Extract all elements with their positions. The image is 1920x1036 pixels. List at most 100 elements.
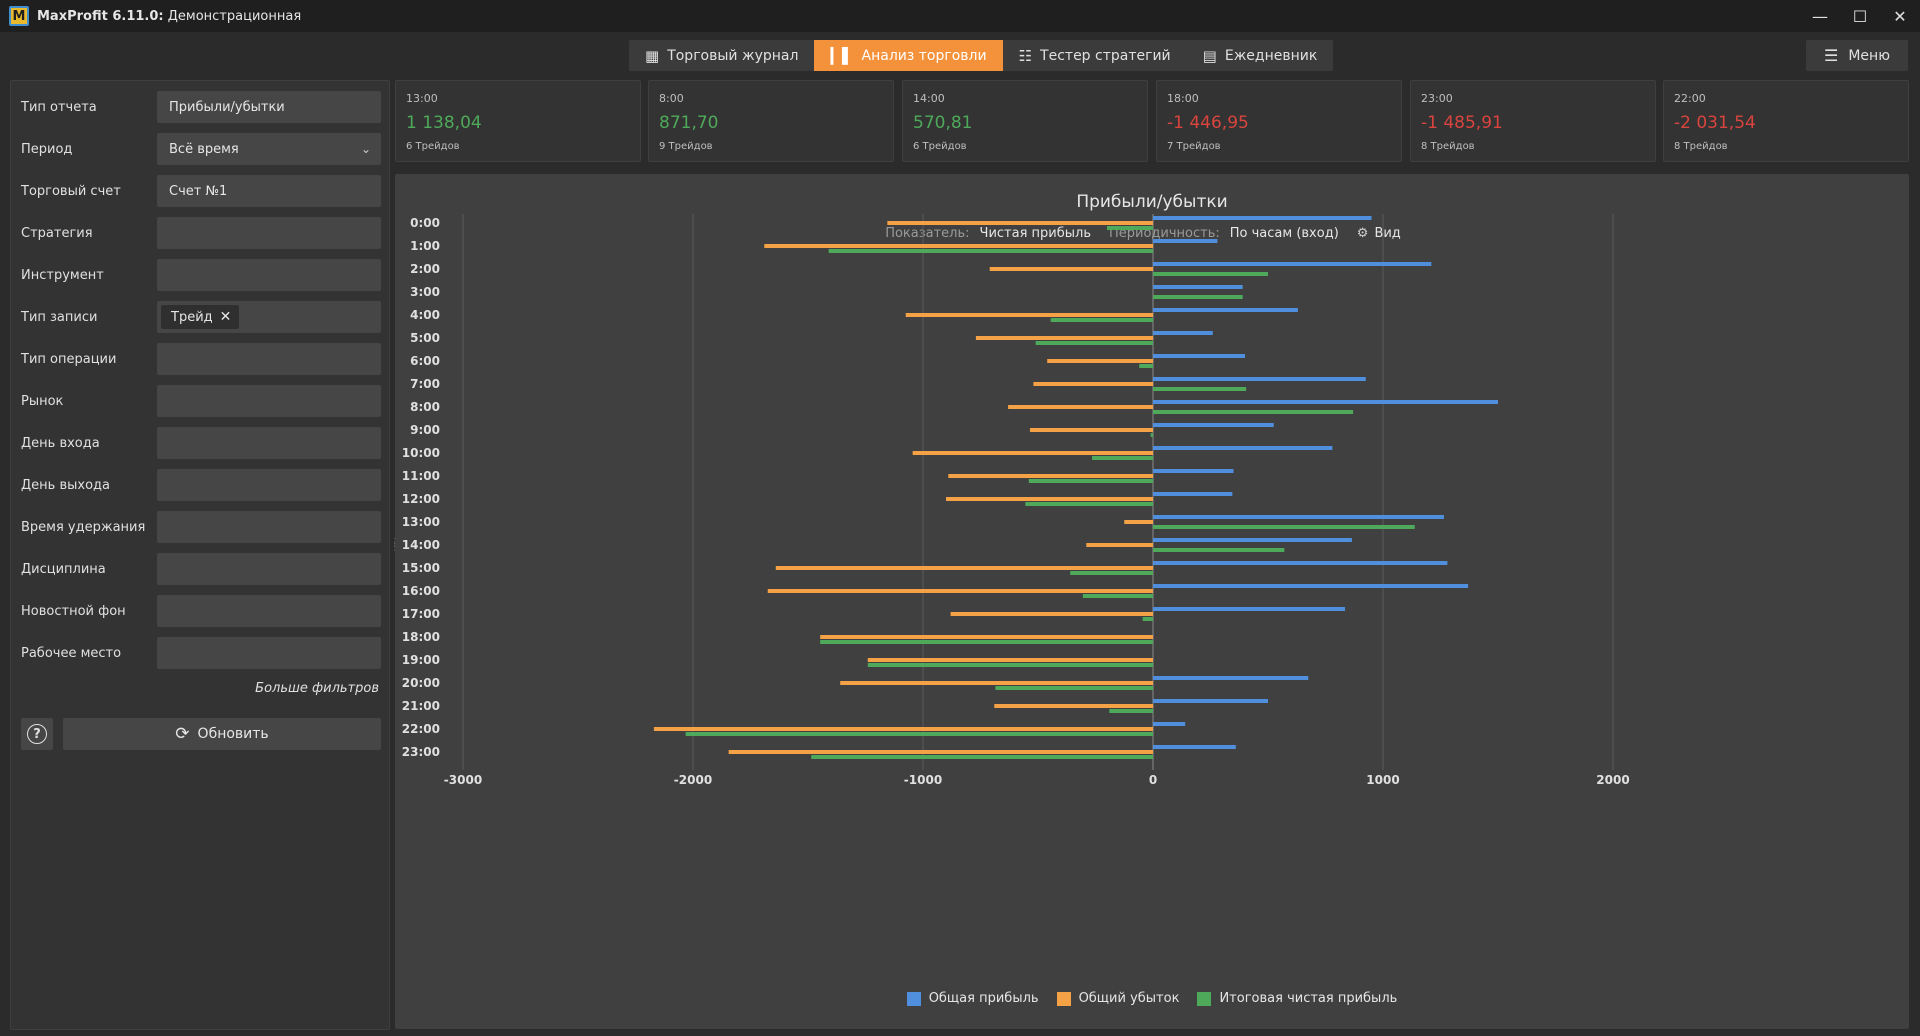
bar [1153,525,1415,529]
period-select[interactable]: Всё время ⌄ [157,133,381,165]
y-tick-label: 16:00 [402,584,440,598]
record-type-field[interactable]: Трейд ✕ [157,301,381,333]
refresh-button[interactable]: ⟳ Обновить [63,718,381,750]
discipline-field[interactable] [157,553,381,585]
bar [1124,520,1153,524]
tab-trading-journal[interactable]: ▦ Торговый журнал [629,40,814,71]
y-tick-label: 8:00 [410,400,440,414]
stat-card: 18:00 -1 446,95 7 Трейдов [1156,80,1402,162]
y-tick-label: 4:00 [410,308,440,322]
bar [975,336,1153,340]
bar [887,221,1153,225]
bar [1150,433,1153,437]
legend-item[interactable]: Общий убыток [1056,991,1179,1006]
filter-operation-type: Тип операции [11,343,391,375]
x-tick-label: -3000 [444,773,482,787]
bar [867,663,1153,667]
chip-remove-icon[interactable]: ✕ [219,309,232,325]
more-filters-link[interactable]: Больше фильтров [255,681,379,696]
bar [1153,354,1245,358]
card-value: -1 446,95 [1167,113,1249,133]
chart-legend: Общая прибыль Общий убыток Итоговая чист… [395,991,1909,1006]
bar [1153,584,1469,588]
app-name: MaxProfit 6.11.0: [37,8,164,24]
filter-label: Рынок [21,393,64,409]
refresh-icon: ⟳ [175,724,190,744]
close-icon[interactable]: ✕ [1893,6,1907,26]
bar [994,704,1153,708]
y-tick-label: 18:00 [402,630,440,644]
bar [1153,377,1366,381]
legend-item[interactable]: Общая прибыль [906,991,1039,1006]
bar [767,589,1153,593]
filter-label: Период [21,141,73,157]
y-tick-label: 2:00 [410,262,440,276]
bar [1153,676,1309,680]
filter-label: Новостной фон [21,603,126,619]
metric-key: Показатель: [885,226,970,241]
help-button[interactable]: ? [21,718,53,750]
maximize-icon[interactable]: ☐ [1852,6,1868,26]
bar [840,681,1153,685]
card-time: 13:00 [406,92,438,105]
table-icon: ▦ [645,46,660,65]
bar [1107,226,1153,230]
bar [1153,561,1448,565]
report-type-field[interactable]: Прибыли/убытки [157,91,381,123]
bar [1153,423,1274,427]
tab-trading-analysis[interactable]: ▎▌ Анализ торговли [814,40,1003,71]
y-tick-label: 9:00 [410,423,440,437]
minimize-icon[interactable]: — [1812,6,1828,26]
menu-button[interactable]: ☰ Меню [1806,40,1908,71]
legend-item[interactable]: Итоговая чистая прибыль [1197,991,1397,1006]
card-value: 570,81 [913,113,973,133]
entry-day-field[interactable] [157,427,381,459]
bar [995,686,1153,690]
filter-news: Новостной фон [11,595,391,627]
sliders-icon: ☷ [1018,46,1033,65]
operation-type-field[interactable] [157,343,381,375]
y-tick-label: 23:00 [402,745,440,759]
bar [1153,262,1432,266]
y-tick-label: 7:00 [410,377,440,391]
period-value: Всё время [169,141,239,157]
tab-diary[interactable]: ▤ Ежедневник [1187,40,1334,71]
workplace-field[interactable] [157,637,381,669]
title-bar: M MaxProfit 6.11.0: Демонстрационная — ☐… [0,0,1920,32]
bar [1028,479,1153,483]
news-field[interactable] [157,595,381,627]
card-trades: 7 Трейдов [1167,141,1221,152]
account-field[interactable]: Счет №1 [157,175,381,207]
x-tick-label: 2000 [1596,773,1629,787]
metric-selector[interactable]: Чистая прибыль [979,226,1091,241]
filter-label: День входа [21,435,100,451]
filter-label: Тип записи [21,309,98,325]
card-value: -1 485,91 [1421,113,1503,133]
y-tick-label: 13:00 [402,515,440,529]
y-tick-label: 15:00 [402,561,440,575]
card-time: 8:00 [659,92,684,105]
strategy-field[interactable] [157,217,381,249]
legend-swatch [1056,991,1071,1006]
gear-icon[interactable]: ⚙ [1356,226,1369,241]
bar-chart-icon: ▎▌ [830,46,854,65]
market-field[interactable] [157,385,381,417]
bar [1153,285,1243,289]
y-tick-label: 6:00 [410,354,440,368]
instrument-field[interactable] [157,259,381,291]
holding-time-field[interactable] [157,511,381,543]
exit-day-field[interactable] [157,469,381,501]
bar [1153,272,1268,276]
y-tick-label: 11:00 [402,469,440,483]
bar [1153,387,1247,391]
tab-label: Ежедневник [1224,47,1318,64]
y-tick-label: 22:00 [402,722,440,736]
bar [1153,400,1498,404]
bar [948,474,1153,478]
period-selector[interactable]: По часам (вход) [1229,226,1339,241]
chevron-down-icon: ⌄ [360,142,371,156]
calendar-icon: ▤ [1202,46,1217,65]
chart-title: Прибыли/убытки [1076,192,1228,212]
view-button[interactable]: Вид [1374,226,1401,241]
tab-strategy-tester[interactable]: ☷ Тестер стратегий [1003,40,1187,71]
